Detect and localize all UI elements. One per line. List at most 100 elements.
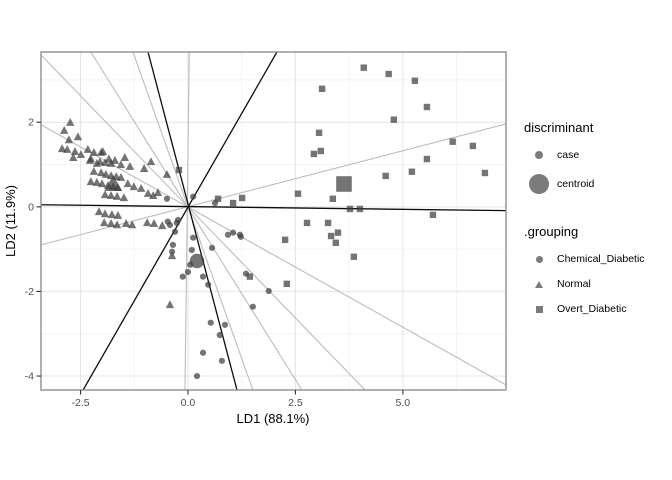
- data-point-Normal: [106, 158, 116, 167]
- data-point-Chemical_Diabetic: [265, 287, 272, 295]
- y-tick-label: -2: [25, 286, 34, 298]
- data-point-Overt_Diabetic: [350, 253, 358, 260]
- legend-item-case: case: [524, 147, 672, 163]
- y-tick-label: 2: [28, 117, 34, 129]
- data-point-Chemical_Diabetic: [193, 372, 201, 380]
- data-point-Overt_Diabetic: [327, 232, 335, 240]
- data-point-Normal: [83, 145, 93, 153]
- data-point-Overt_Diabetic: [318, 85, 326, 93]
- data-point-Overt_Diabetic: [329, 195, 337, 202]
- data-point-Normal: [129, 182, 139, 191]
- data-point-Overt_Diabetic: [294, 190, 302, 197]
- data-point-Normal: [153, 188, 163, 197]
- data-point-Normal: [119, 193, 129, 202]
- data-point-Chemical_Diabetic: [166, 221, 174, 229]
- data-point-Overt_Diabetic: [423, 155, 431, 163]
- centroid-marker-icon: [529, 174, 549, 194]
- data-point-Overt_Diabetic: [390, 116, 398, 123]
- data-point-Overt_Diabetic: [281, 236, 289, 244]
- data-point-Normal: [70, 147, 80, 156]
- data-point-Normal: [73, 132, 83, 141]
- legend-item-label: Overt_Diabetic: [557, 303, 627, 315]
- data-point-Overt_Diabetic: [246, 273, 254, 280]
- discriminant-axis-line: [41, 204, 506, 212]
- data-point-Normal: [143, 189, 153, 197]
- legend-item-normal: Normal: [524, 276, 672, 292]
- discriminant-axis-line: [41, 54, 366, 390]
- data-point-Normal: [116, 160, 126, 169]
- triangle-marker-icon: [535, 280, 543, 288]
- data-point-Overt_Diabetic: [283, 280, 291, 288]
- legend-item-label: case: [557, 149, 580, 161]
- legend-title-discriminant: discriminant: [524, 120, 594, 135]
- data-point-Normal: [89, 167, 99, 175]
- data-point-Chemical_Diabetic: [179, 273, 186, 280]
- data-point-Overt_Diabetic: [324, 219, 332, 227]
- data-point-Overt_Diabetic: [469, 142, 477, 150]
- data-point-Overt_Diabetic: [332, 239, 340, 246]
- data-point-Normal: [107, 210, 117, 219]
- data-point-Normal: [86, 177, 96, 186]
- data-point-Normal: [100, 209, 110, 218]
- data-point-Chemical_Diabetic: [199, 349, 207, 356]
- x-tick-label: 5.0: [396, 397, 411, 409]
- data-point-Overt_Diabetic: [449, 138, 456, 145]
- data-point-Normal: [69, 153, 78, 161]
- legend-item-centroid: centroid: [524, 174, 672, 194]
- data-point-Normal: [60, 125, 69, 134]
- data-point-Normal: [167, 251, 177, 260]
- data-point-Overt_Diabetic: [382, 172, 389, 180]
- data-point-Normal: [66, 117, 75, 126]
- axis-layer: -2.5 0.0 2.5 5.0 2 0 -2 -4: [25, 51, 507, 409]
- gridlines-layer: [41, 52, 506, 390]
- data-point-Overt_Diabetic: [481, 169, 489, 177]
- data-point-Chemical_Diabetic: [249, 303, 256, 310]
- data-point-Overt_Diabetic: [411, 77, 419, 84]
- centroid-Normal: [104, 174, 122, 192]
- data-point-Chemical_Diabetic: [173, 219, 180, 227]
- discriminant-axis-line: [90, 52, 303, 390]
- data-point-Normal: [64, 135, 74, 144]
- data-point-Normal: [85, 156, 95, 164]
- data-point-Chemical_Diabetic: [190, 234, 197, 241]
- data-point-Normal: [165, 300, 175, 309]
- legend-item-label: centroid: [557, 178, 595, 190]
- data-point-Normal: [100, 158, 110, 167]
- data-point-Normal: [123, 179, 133, 188]
- data-point-Overt_Diabetic: [360, 64, 367, 71]
- panel-border: [40, 51, 507, 391]
- data-point-Normal: [148, 191, 158, 200]
- legend-group-discriminant: discriminant case centroid: [524, 120, 672, 194]
- data-point-Normal: [100, 190, 110, 199]
- data-point-Normal: [106, 191, 116, 200]
- data-point-Chemical_Diabetic: [218, 357, 226, 364]
- data-point-Chemical_Diabetic: [205, 281, 212, 288]
- data-point-Normal: [127, 220, 137, 229]
- legend-item-label: Chemical_Diabetic: [557, 253, 645, 265]
- legend-group-grouping: .grouping Chemical_Diabetic Normal Overt…: [524, 224, 672, 317]
- data-point-Normal: [94, 207, 104, 216]
- data-point-Normal: [121, 219, 131, 227]
- data-point-Normal: [76, 150, 86, 158]
- data-point-Normal: [92, 158, 102, 167]
- data-point-Normal: [99, 218, 109, 227]
- data-point-Chemical_Diabetic: [237, 233, 244, 240]
- circle-marker-icon: [535, 255, 543, 263]
- centroid-Overt_Diabetic: [336, 176, 352, 192]
- data-point-Chemical_Diabetic: [184, 268, 192, 276]
- data-point-Overt_Diabetic: [175, 166, 183, 174]
- legend-item-label: Normal: [557, 278, 591, 290]
- data-point-Chemical_Diabetic: [221, 321, 229, 328]
- data-point-Overt_Diabetic: [356, 205, 364, 213]
- data-point-Normal: [162, 169, 172, 178]
- data-points-layer: [57, 64, 489, 380]
- data-point-Chemical_Diabetic: [224, 231, 232, 238]
- data-point-Normal: [63, 145, 72, 153]
- data-point-Normal: [112, 220, 122, 229]
- data-point-Normal: [106, 219, 116, 227]
- data-point-Chemical_Diabetic: [230, 229, 237, 236]
- data-point-Normal: [112, 191, 122, 200]
- discriminant-axis-line: [184, 52, 190, 390]
- legend-item-overt-diabetic: Overt_Diabetic: [524, 301, 672, 317]
